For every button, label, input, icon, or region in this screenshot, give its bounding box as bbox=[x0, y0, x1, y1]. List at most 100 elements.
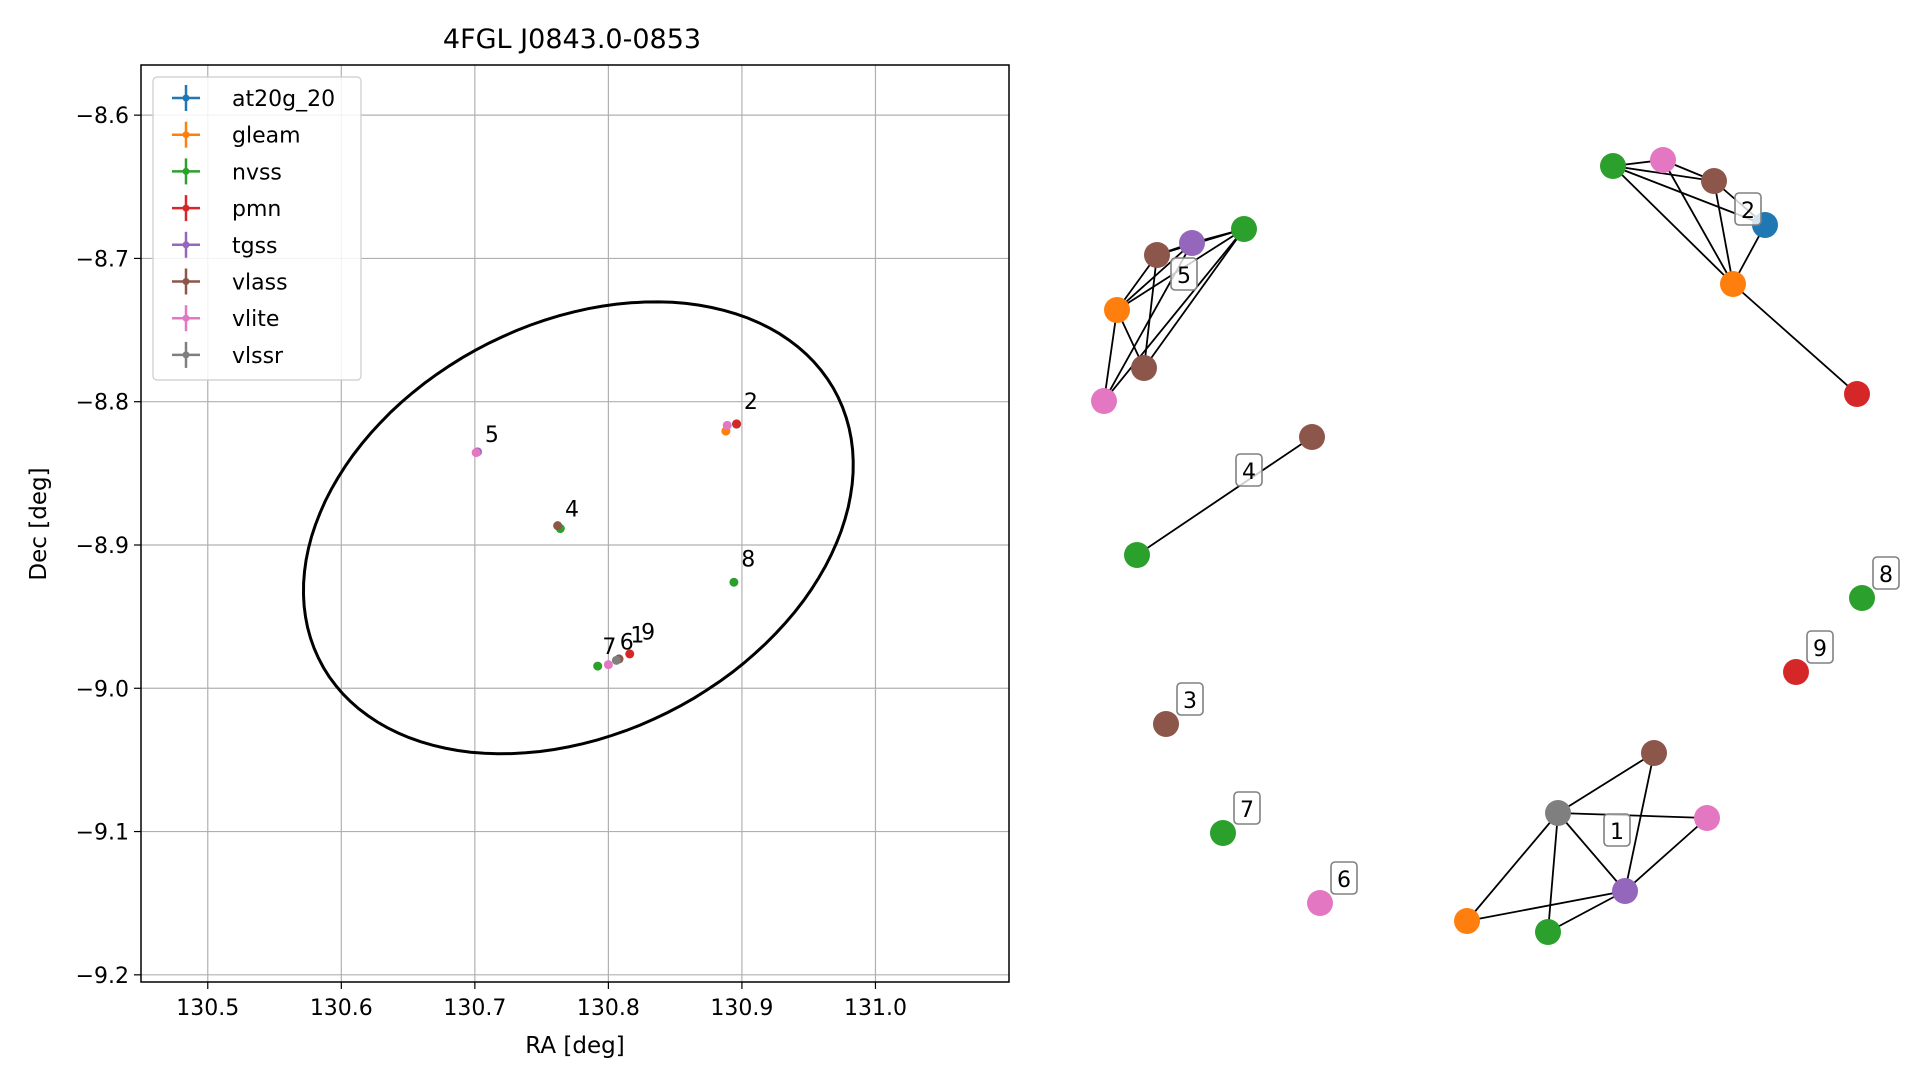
network-edge bbox=[1103, 309, 1118, 402]
legend-marker-dot bbox=[182, 351, 190, 359]
network-node-vlite bbox=[1650, 147, 1676, 173]
network-panel: 5 2 4 8 9 3 7 6 1 bbox=[1091, 147, 1900, 945]
group-label-box bbox=[1806, 630, 1834, 664]
point-label: 7 bbox=[602, 635, 616, 660]
network-edge bbox=[1557, 812, 1708, 819]
data-point-vlite bbox=[722, 420, 732, 430]
network-node-nvss bbox=[1210, 820, 1236, 846]
legend-item: pmn bbox=[172, 195, 281, 222]
network-node-nvss bbox=[1124, 542, 1150, 568]
network-node-gleam bbox=[1104, 297, 1130, 323]
y-axis-label: Dec [deg] bbox=[26, 467, 52, 580]
network-node-gleam bbox=[1454, 908, 1480, 934]
network-node-vlssr bbox=[1545, 800, 1571, 826]
network-node-vlite bbox=[1091, 388, 1117, 414]
network-node-vlite bbox=[1307, 890, 1333, 916]
grid-lines bbox=[141, 65, 1009, 982]
group-label: 4 bbox=[1242, 460, 1256, 485]
x-tick-label: 130.8 bbox=[577, 996, 640, 1021]
chart-title: 4FGL J0843.0-0853 bbox=[443, 24, 701, 55]
legend-marker-dot bbox=[182, 94, 190, 102]
data-point-vlite bbox=[603, 660, 613, 670]
y-tick-label: −9.0 bbox=[76, 677, 129, 702]
point-label: 4 bbox=[565, 497, 579, 522]
legend-marker-dot bbox=[182, 278, 190, 285]
legend-marker-dot bbox=[182, 204, 190, 212]
legend-item: tgss bbox=[172, 231, 278, 259]
y-tick-label: −8.9 bbox=[76, 534, 129, 559]
group-label-box bbox=[1176, 682, 1204, 716]
network-node-pmn bbox=[1783, 659, 1809, 685]
network-node-vlass bbox=[1131, 355, 1157, 381]
network-edge bbox=[1547, 812, 1559, 933]
group-label: 3 bbox=[1183, 689, 1197, 714]
network-edge bbox=[1662, 159, 1734, 285]
error-ellipse bbox=[301, 300, 855, 756]
point-label: 9 bbox=[641, 621, 655, 646]
network-node-gleam bbox=[1720, 271, 1746, 297]
group-label-box bbox=[1233, 791, 1261, 825]
network-node-nvss bbox=[1231, 216, 1257, 242]
legend-item: vlass bbox=[172, 268, 288, 296]
y-tick-label: −9.1 bbox=[76, 821, 129, 846]
network-edge bbox=[1143, 228, 1245, 369]
data-point-pmn bbox=[625, 649, 635, 659]
group-label-box bbox=[1235, 453, 1263, 487]
legend-item: at20g_20 bbox=[172, 85, 335, 112]
legend-marker-dot bbox=[182, 314, 190, 322]
y-tick-label: −8.8 bbox=[76, 391, 129, 416]
group-label: 5 bbox=[1177, 264, 1191, 289]
x-tick-label: 130.6 bbox=[310, 996, 373, 1021]
x-tick-label: 131.0 bbox=[844, 996, 907, 1021]
data-point-vlite bbox=[471, 448, 481, 458]
point-label: 8 bbox=[741, 547, 755, 572]
legend-label: gleam bbox=[232, 124, 301, 149]
y-tick-label: −9.2 bbox=[76, 964, 129, 989]
network-edge bbox=[1143, 254, 1158, 369]
network-edge bbox=[1103, 228, 1245, 402]
network-node-vlite bbox=[1694, 805, 1720, 831]
axis-ticks: 130.5 130.6 130.7 130.8 130.9 131.0 −8.6 −8.7 −8… bbox=[76, 104, 907, 1021]
data-point-pmn bbox=[732, 419, 742, 429]
point-labels: 5 2 4 8 7 619 bbox=[485, 390, 758, 660]
x-axis-label: RA [deg] bbox=[525, 1033, 624, 1059]
network-edge bbox=[1466, 812, 1559, 922]
group-label: 6 bbox=[1337, 868, 1351, 893]
network-edge bbox=[1557, 812, 1626, 892]
network-edge bbox=[1466, 890, 1626, 922]
point-label: 6 bbox=[620, 631, 634, 656]
legend-label: vlite bbox=[232, 307, 279, 332]
legend-box bbox=[152, 76, 362, 381]
network-node-vlass bbox=[1299, 424, 1325, 450]
network-edge bbox=[1547, 890, 1626, 933]
legend-label: vlssr bbox=[232, 344, 284, 369]
data-point-vlass bbox=[553, 521, 563, 531]
data-point-nvss bbox=[593, 661, 603, 671]
network-node-tgss bbox=[1612, 878, 1638, 904]
network-edge bbox=[1624, 817, 1708, 892]
legend-label: vlass bbox=[232, 271, 288, 296]
network-edge bbox=[1136, 436, 1313, 556]
legend-item: vlssr bbox=[172, 341, 284, 369]
legend-label: tgss bbox=[232, 234, 278, 259]
network-node-tgss bbox=[1179, 230, 1205, 256]
x-tick-label: 130.7 bbox=[443, 996, 506, 1021]
group-label: 7 bbox=[1240, 798, 1254, 823]
network-node-vlass bbox=[1153, 711, 1179, 737]
group-label: 2 bbox=[1741, 199, 1755, 224]
group-label: 8 bbox=[1879, 563, 1893, 588]
network-edges bbox=[1103, 159, 1858, 933]
network-node-vlass bbox=[1144, 242, 1170, 268]
axes-frame bbox=[140, 64, 1010, 983]
network-node-nvss bbox=[1849, 585, 1875, 611]
group-label-box bbox=[1603, 813, 1631, 847]
network-edge bbox=[1624, 752, 1655, 892]
point-label: 1 bbox=[630, 623, 644, 648]
network-node-pmn bbox=[1844, 381, 1870, 407]
legend-item: nvss bbox=[172, 158, 282, 185]
network-edge bbox=[1732, 283, 1858, 395]
x-tick-label: 130.5 bbox=[176, 996, 239, 1021]
